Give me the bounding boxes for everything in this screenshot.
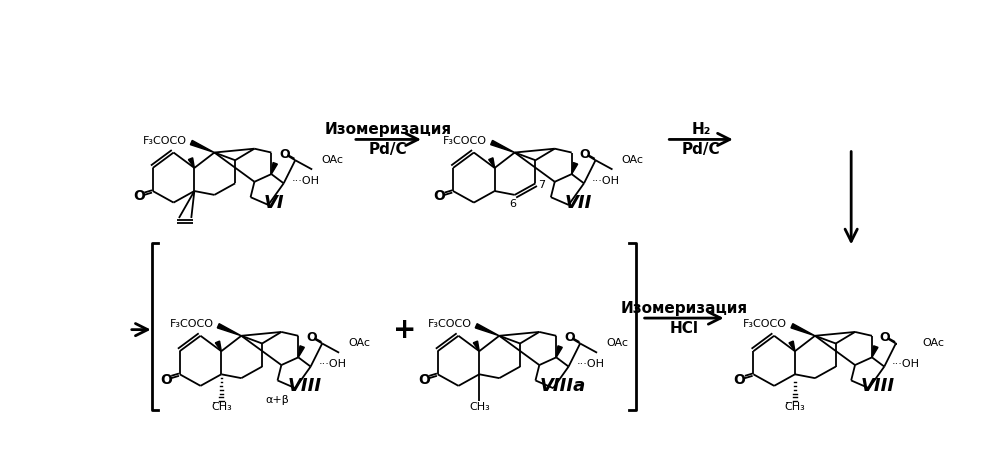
Text: F₃COCO: F₃COCO <box>143 136 187 146</box>
Text: α+β: α+β <box>266 395 290 405</box>
Text: +: + <box>393 316 417 344</box>
Text: VIII: VIII <box>288 377 322 395</box>
Text: O: O <box>133 189 145 204</box>
Text: O: O <box>880 331 890 344</box>
Text: F₃COCO: F₃COCO <box>428 319 472 329</box>
Text: O: O <box>279 148 290 160</box>
Text: O: O <box>418 373 430 386</box>
Text: OAc: OAc <box>922 339 944 348</box>
Text: VIIIa: VIIIa <box>539 377 585 395</box>
Text: ···OH: ···OH <box>319 359 347 369</box>
Text: ···OH: ···OH <box>292 176 320 186</box>
Polygon shape <box>218 324 242 336</box>
Text: ···OH: ···OH <box>576 359 604 369</box>
Text: Pd/C: Pd/C <box>681 142 720 157</box>
Text: O: O <box>306 331 317 344</box>
Polygon shape <box>491 140 514 152</box>
Text: ···OH: ···OH <box>591 176 619 186</box>
Text: C̅H₃: C̅H₃ <box>211 402 232 412</box>
Text: H₂: H₂ <box>691 122 710 137</box>
Polygon shape <box>272 163 278 174</box>
Polygon shape <box>556 346 562 357</box>
Text: Изомеризация: Изомеризация <box>620 301 747 316</box>
Polygon shape <box>571 163 577 174</box>
Text: Изомеризация: Изомеризация <box>325 122 452 137</box>
Text: VII: VII <box>564 194 591 212</box>
Polygon shape <box>872 346 878 357</box>
Text: VI: VI <box>264 194 284 212</box>
Polygon shape <box>474 341 480 351</box>
Polygon shape <box>216 341 222 351</box>
Text: ···OH: ···OH <box>892 359 920 369</box>
Text: O: O <box>579 148 590 160</box>
Text: O: O <box>160 373 172 386</box>
Text: O: O <box>733 373 745 386</box>
Text: 7: 7 <box>538 180 545 190</box>
Text: CH₃: CH₃ <box>469 402 490 412</box>
Polygon shape <box>489 158 495 168</box>
Text: OAc: OAc <box>322 155 344 165</box>
Polygon shape <box>189 158 195 168</box>
Polygon shape <box>791 324 815 336</box>
Text: O: O <box>564 331 574 344</box>
Polygon shape <box>191 140 215 152</box>
Text: C̅H₃: C̅H₃ <box>784 402 805 412</box>
Polygon shape <box>789 341 795 351</box>
Text: 6: 6 <box>509 199 516 209</box>
Text: HCl: HCl <box>669 321 698 336</box>
Polygon shape <box>299 346 305 357</box>
Polygon shape <box>476 324 500 336</box>
Text: F₃COCO: F₃COCO <box>170 319 214 329</box>
Text: OAc: OAc <box>349 339 371 348</box>
Text: OAc: OAc <box>621 155 643 165</box>
Text: Pd/C: Pd/C <box>369 142 408 157</box>
Text: VIII: VIII <box>861 377 895 395</box>
Text: F₃COCO: F₃COCO <box>743 319 787 329</box>
Text: OAc: OAc <box>606 339 628 348</box>
Text: F₃COCO: F₃COCO <box>443 136 487 146</box>
Text: O: O <box>434 189 446 204</box>
